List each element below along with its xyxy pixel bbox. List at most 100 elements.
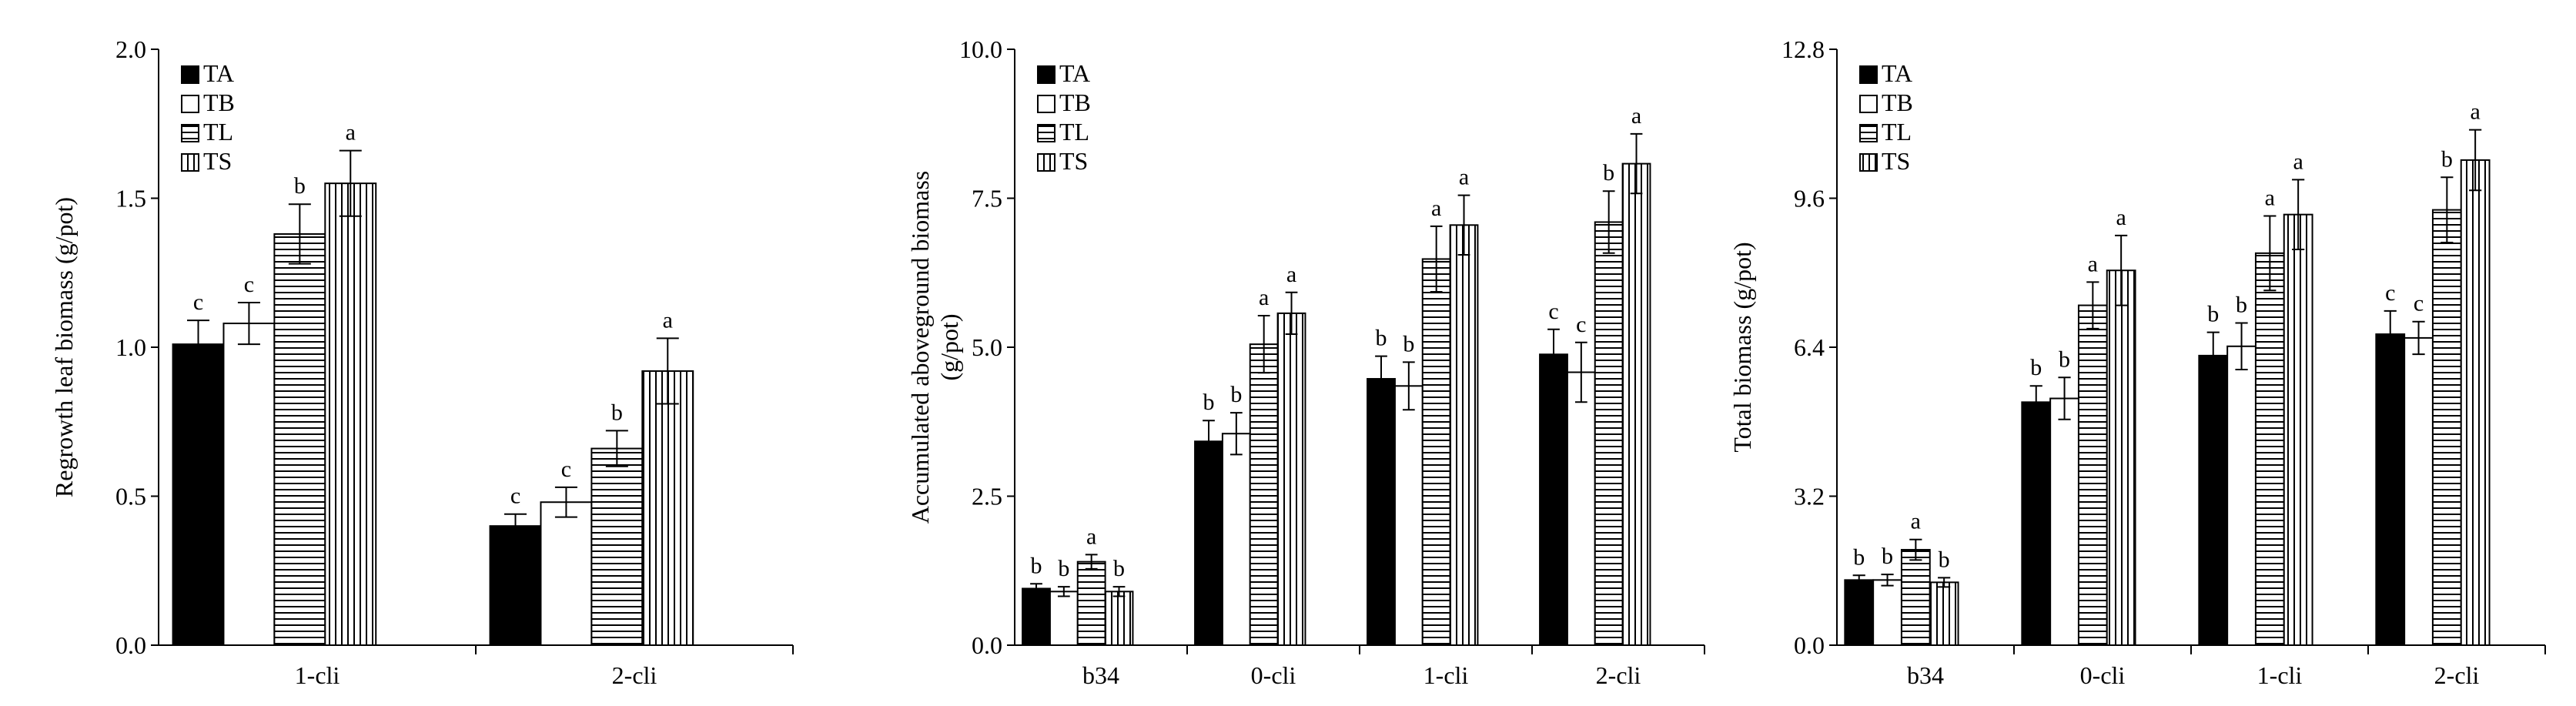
significance-letter-tl-b34: a: [1086, 524, 1096, 549]
significance-letter-ts-2-cli: a: [663, 307, 673, 333]
error-bar-ta-0-cli: [1203, 420, 1215, 463]
error-bar-ta-2-cli: [503, 513, 527, 539]
error-bar-tl-b34: [1909, 538, 1922, 561]
bar-ta-b34: [1844, 579, 1875, 646]
bar-ts-0-cli: [2106, 269, 2136, 646]
y-tick-label: 6.4: [1794, 333, 1825, 361]
y-tick-label: 12.8: [1781, 35, 1825, 63]
error-bar-ta-2-cli: [1547, 328, 1560, 380]
y-tick-label: 10.0: [959, 35, 1002, 63]
significance-letter-ts-1-cli: a: [2293, 149, 2303, 174]
legend-swatch-tb: [181, 95, 199, 113]
y-tick-label: 1.0: [115, 333, 146, 361]
error-bar-tl-1-cli: [288, 203, 311, 265]
y-tick-label: 7.5: [972, 185, 1002, 212]
panel-total-biomass: 0.0 3.2 6.4 9.6 12.8 Total biomass (g/pot) b34…: [1728, 35, 2546, 689]
bar-ta-0-cli: [1194, 440, 1223, 646]
significance-letter-tb-0-cli: b: [1230, 382, 1242, 407]
legend-swatch-ta: [181, 65, 199, 84]
significance-letter-ta-b34: b: [1031, 553, 1042, 578]
y-tick-label: 0.0: [115, 631, 146, 659]
bar-ta-2-cli: [2375, 333, 2406, 646]
error-bar-ts-2-cli: [2469, 129, 2482, 192]
error-bar-tb-1-cli: [2235, 322, 2248, 371]
significance-letter-tb-1-cli: b: [1403, 331, 1414, 356]
y-axis-title-line2: (g/pot): [935, 313, 963, 380]
error-bar-tl-1-cli: [2263, 215, 2277, 292]
bar-tb-2-cli: [540, 501, 593, 646]
legend-swatch-tl: [181, 124, 199, 142]
significance-letter-tb-1-cli: c: [244, 272, 254, 297]
x-tick-label-1-cli: 1-cli: [1423, 661, 1469, 689]
bar-tl-2-cli: [1594, 221, 1624, 646]
error-bar-ta-1-cli: [2206, 331, 2220, 380]
error-bar-ta-0-cli: [2029, 385, 2042, 420]
panel-regrowth-leaf-biomass: 0.0 0.5 1.0 1.5 2.0 Regrowth leaf biomass (g/…: [50, 35, 794, 689]
bar-ta-0-cli: [2021, 401, 2052, 647]
significance-letter-ts-0-cli: a: [1286, 262, 1296, 287]
x-tick-label-b34: b34: [1907, 661, 1944, 689]
bar-ts-1-cli: [1449, 224, 1479, 646]
significance-letter-ts-0-cli: a: [2116, 205, 2126, 230]
y-tick-label: 2.5: [972, 483, 1002, 510]
error-bar-ts-b34: [1112, 586, 1126, 597]
x-tick-label-2-cli: 2-cli: [1596, 661, 1641, 689]
error-bar-tl-0-cli: [1257, 314, 1270, 374]
legend-swatch-tl: [1037, 124, 1055, 142]
significance-letter-ts-2-cli: a: [1631, 103, 1641, 129]
error-bar-tl-2-cli: [605, 430, 628, 467]
significance-letter-ta-0-cli: b: [1203, 390, 1215, 415]
panel-accumulated-aboveground-biomass: 0.0 2.5 5.0 7.5 10.0 Accumulated aboveground …: [906, 35, 1705, 689]
significance-letter-ts-1-cli: a: [1459, 165, 1469, 190]
error-bar-ts-0-cli: [1285, 291, 1298, 335]
significance-letter-tb-2-cli: c: [561, 457, 571, 482]
bar-tl-0-cli: [1249, 343, 1279, 646]
legend-swatch-ts: [1859, 153, 1878, 172]
bar-ts-2-cli: [641, 370, 694, 646]
error-bar-ta-1-cli: [186, 320, 210, 370]
error-bar-tb-b34: [1881, 574, 1894, 587]
bar-ta-2-cli: [489, 525, 542, 647]
bar-ts-b34: [1104, 591, 1134, 647]
legend-label-ts: TS: [1882, 147, 1910, 175]
x-tick-label-0-cli: 0-cli: [1251, 661, 1296, 689]
error-bar-tl-2-cli: [2441, 176, 2454, 243]
significance-letter-tl-2-cli: b: [611, 400, 623, 425]
legend-label-tl: TL: [1882, 118, 1912, 146]
legend-swatch-tb: [1859, 95, 1878, 113]
error-bar-ta-1-cli: [1375, 355, 1387, 403]
significance-letter-ts-b34: b: [1113, 556, 1125, 581]
error-bar-tl-1-cli: [1430, 225, 1443, 293]
significance-letter-tl-1-cli: b: [294, 173, 306, 199]
y-tick-label: 9.6: [1794, 185, 1825, 212]
bar-ta-b34: [1022, 587, 1051, 646]
significance-letter-ta-1-cli: b: [1376, 326, 1387, 351]
error-bar-tl-b34: [1085, 554, 1098, 570]
x-tick-label-0-cli: 0-cli: [2080, 661, 2126, 689]
significance-letter-tb-0-cli: b: [2059, 346, 2070, 372]
x-tick-label-1-cli: 1-cli: [295, 661, 340, 689]
significance-letter-tl-b34: a: [1911, 509, 1921, 534]
error-bar-tb-1-cli: [1402, 361, 1415, 411]
y-tick-label: 3.2: [1794, 483, 1825, 510]
significance-letter-ta-2-cli: c: [2385, 280, 2395, 306]
error-bar-tb-0-cli: [1229, 412, 1243, 456]
error-bar-ta-2-cli: [2384, 310, 2397, 359]
legend-swatch-tb: [1037, 95, 1055, 113]
bar-tl-1-cli: [273, 233, 326, 646]
legend-swatch-ta: [1037, 65, 1055, 84]
legend-swatch-ts: [181, 153, 199, 172]
error-bar-tb-0-cli: [2058, 376, 2071, 420]
error-bar-ts-2-cli: [656, 337, 679, 405]
significance-letter-ta-2-cli: c: [510, 483, 520, 509]
significance-letter-tl-2-cli: b: [2441, 146, 2453, 172]
bar-tl-1-cli: [1421, 258, 1451, 646]
significance-letter-ts-2-cli: a: [2470, 99, 2480, 125]
bar-tl-0-cli: [2077, 304, 2108, 646]
legend-label-tb: TB: [1059, 89, 1091, 116]
bar-tl-2-cli: [2431, 209, 2462, 646]
error-bar-ts-1-cli: [2292, 179, 2305, 251]
x-tick-label-1-cli: 1-cli: [2257, 661, 2303, 689]
significance-letter-ta-0-cli: b: [2030, 355, 2042, 380]
error-bar-tb-2-cli: [2412, 320, 2425, 356]
